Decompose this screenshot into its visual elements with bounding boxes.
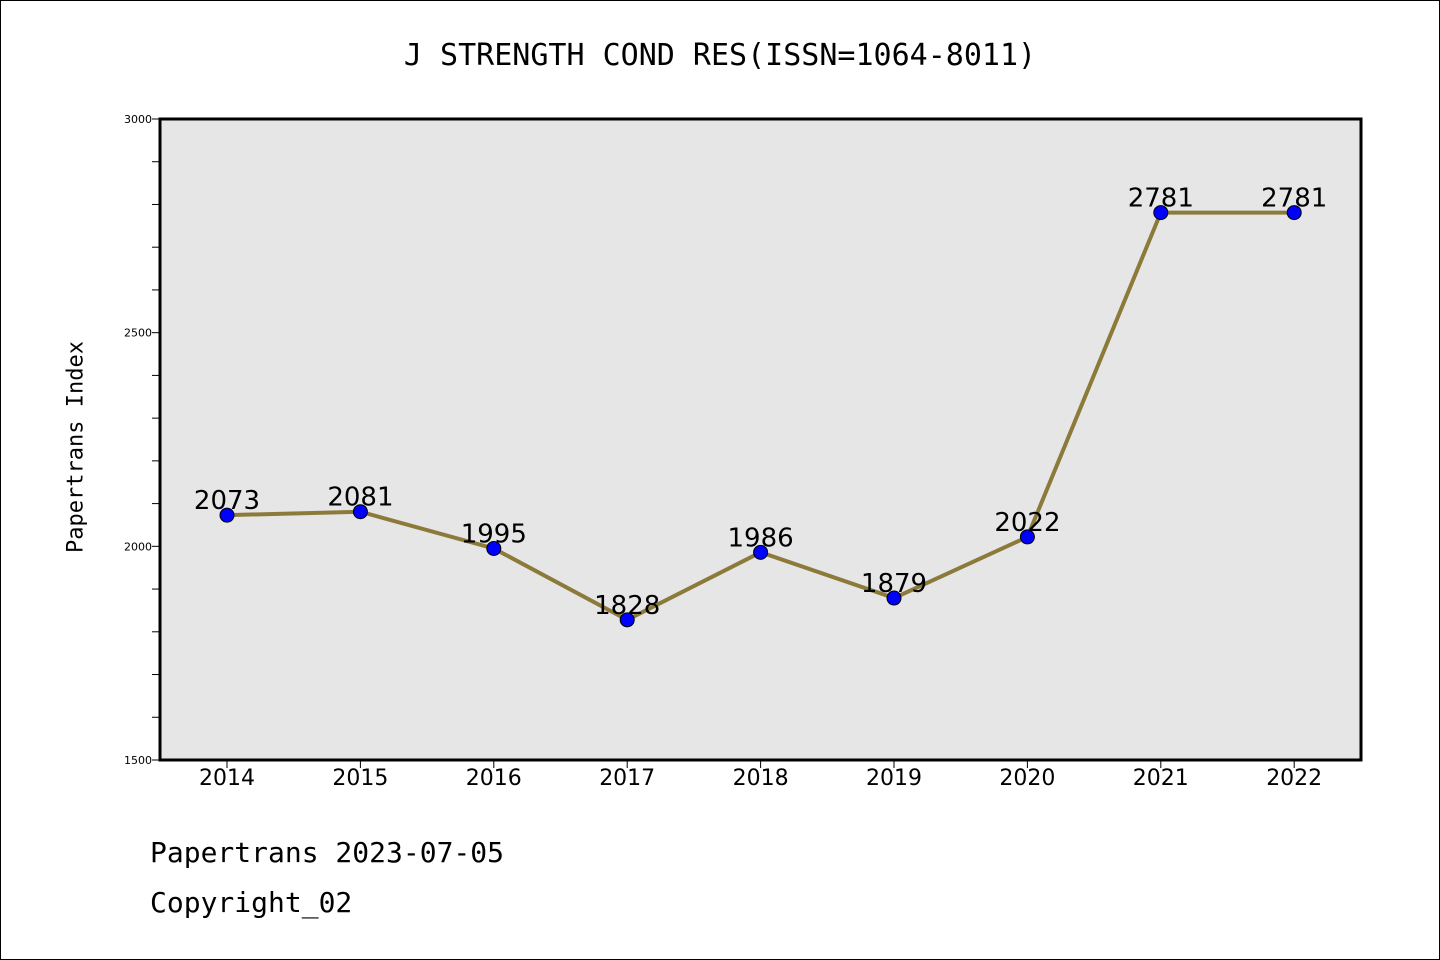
data-label: 1995: [461, 519, 527, 549]
y-axis: 1500 2000 2500 3000: [124, 113, 160, 767]
x-tick-label: 2019: [866, 766, 922, 791]
x-tick-label: 2017: [599, 766, 655, 791]
y-tick-label: 1500: [124, 754, 152, 767]
data-point: [886, 590, 902, 606]
data-label: 2022: [994, 508, 1060, 538]
data-point: [1019, 529, 1035, 545]
data-point: [1153, 205, 1169, 221]
data-point: [219, 507, 235, 523]
x-axis: 2014 2015 2016 2017 2018 2019 2020 2021 2022: [199, 760, 1322, 791]
y-tick-label: 2000: [124, 540, 152, 553]
data-label: 1986: [728, 523, 794, 553]
data-label: 2781: [1128, 184, 1194, 214]
x-tick-label: 2021: [1133, 766, 1189, 791]
data-labels: 2073 2081 1995 1828 1986 1879 2022 2781 2781: [194, 184, 1327, 621]
x-tick-label: 2022: [1266, 766, 1322, 791]
data-point: [352, 504, 368, 520]
chart-title: J STRENGTH COND RES(ISSN=1064-8011): [403, 38, 1037, 73]
x-tick-label: 2020: [999, 766, 1055, 791]
data-label: 2073: [194, 486, 260, 516]
data-point: [753, 544, 769, 560]
x-tick-label: 2014: [199, 766, 255, 791]
x-tick-label: 2018: [733, 766, 789, 791]
x-tick-label: 2015: [332, 766, 388, 791]
x-tick-label: 2016: [466, 766, 522, 791]
data-label: 2081: [327, 483, 393, 513]
y-tick-label: 3000: [124, 113, 152, 126]
footer-copyright: Copyright_02: [150, 886, 353, 919]
footer-date: Papertrans 2023-07-05: [150, 836, 505, 869]
plot-area: [158, 117, 1363, 762]
y-tick-label: 2500: [124, 327, 152, 340]
data-label: 2781: [1261, 184, 1327, 214]
data-point: [486, 540, 502, 556]
data-label: 1828: [594, 591, 660, 621]
data-point: [1286, 205, 1302, 221]
data-label: 1879: [861, 569, 927, 599]
data-point: [619, 612, 635, 628]
data-markers: [219, 205, 1302, 628]
